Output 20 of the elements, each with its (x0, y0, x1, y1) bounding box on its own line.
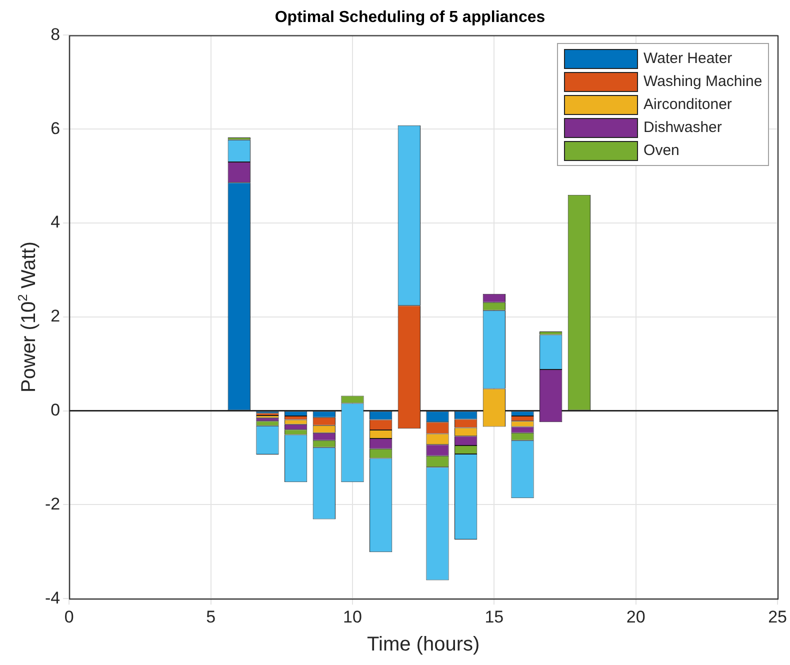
legend-label: Dishwasher (644, 119, 722, 136)
y-tick-label: 0 (50, 400, 60, 420)
legend-label: Oven (644, 142, 680, 160)
x-tick-label: 20 (626, 607, 646, 626)
x-tick-label: 0 (64, 607, 74, 626)
legend-label: Airconditoner (644, 96, 732, 114)
x-tick-label: 15 (484, 607, 504, 626)
x-tick-label: 25 (768, 607, 788, 626)
y-tick-label: 2 (50, 306, 60, 326)
y-tick-label: 6 (50, 118, 60, 138)
y-tick-label: 4 (50, 212, 60, 232)
x-tick-label: 5 (206, 607, 216, 626)
legend-label: Washing Machine (644, 73, 762, 90)
x-axis-title: Time (hours) (367, 634, 480, 656)
y-tick-label: -2 (44, 494, 60, 514)
chart-title: Optimal Scheduling of 5 appliances (274, 9, 546, 26)
y-tick-label: 8 (50, 24, 60, 44)
legend-label: Water Heater (644, 50, 732, 68)
y-tick-label: -4 (44, 588, 60, 608)
x-tick-label: 10 (343, 607, 362, 626)
